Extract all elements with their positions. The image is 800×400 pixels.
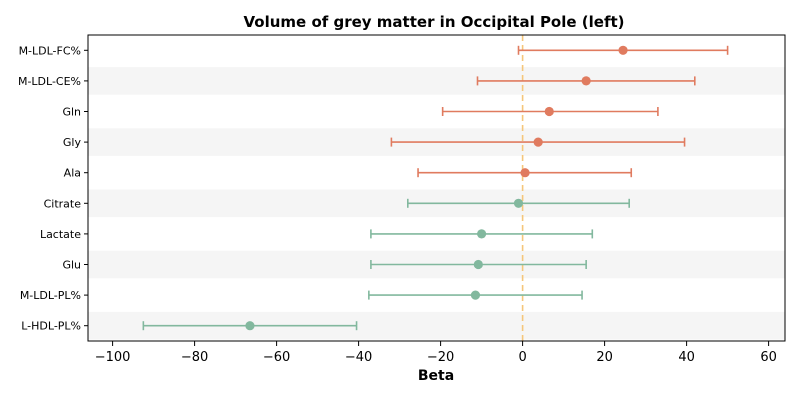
y-tick-label: M-LDL-PL% [20, 289, 81, 302]
x-axis: −100 −80 −60 −40 −20 0 20 40 60 [95, 341, 777, 365]
chart-title: Volume of grey matter in Occipital Pole … [244, 13, 625, 31]
beta-point [473, 259, 483, 270]
x-tick-label: −80 [181, 350, 208, 365]
y-tick-label: L-HDL-PL% [21, 320, 81, 333]
y-tick-label: Gln [62, 106, 81, 119]
y-tick-label: Citrate [44, 197, 82, 210]
x-axis-label: Beta [418, 368, 454, 384]
beta-point [470, 290, 481, 300]
y-tick-label: Ala [64, 167, 81, 180]
data-marks [142, 45, 729, 331]
beta-point [477, 229, 487, 239]
x-tick-label: −20 [427, 350, 454, 365]
y-axis: M-LDL-FC% M-LDL-CE% Gln Gly Ala Citrate Lactat… [18, 44, 88, 333]
beta-point [513, 198, 524, 208]
x-tick-label: 0 [518, 350, 526, 365]
y-tick-label: Lactate [40, 228, 81, 241]
x-tick-label: 60 [760, 350, 777, 365]
x-tick-label: 40 [678, 350, 695, 365]
beta-point [245, 321, 255, 331]
beta-point [520, 168, 530, 178]
y-tick-label: Glu [62, 259, 81, 272]
x-tick-label: 20 [596, 350, 613, 365]
beta-point [581, 76, 591, 86]
plot-frame [87, 34, 786, 342]
x-tick-label: −100 [95, 350, 131, 365]
beta-point [618, 45, 628, 55]
y-tick-label: M-LDL-FC% [19, 44, 81, 57]
x-tick-label: −40 [345, 350, 372, 365]
beta-point [533, 137, 543, 147]
y-tick-label: Gly [63, 136, 82, 149]
x-tick-label: −60 [263, 350, 290, 365]
beta-point [544, 106, 554, 117]
y-tick-label: M-LDL-CE% [18, 75, 81, 88]
